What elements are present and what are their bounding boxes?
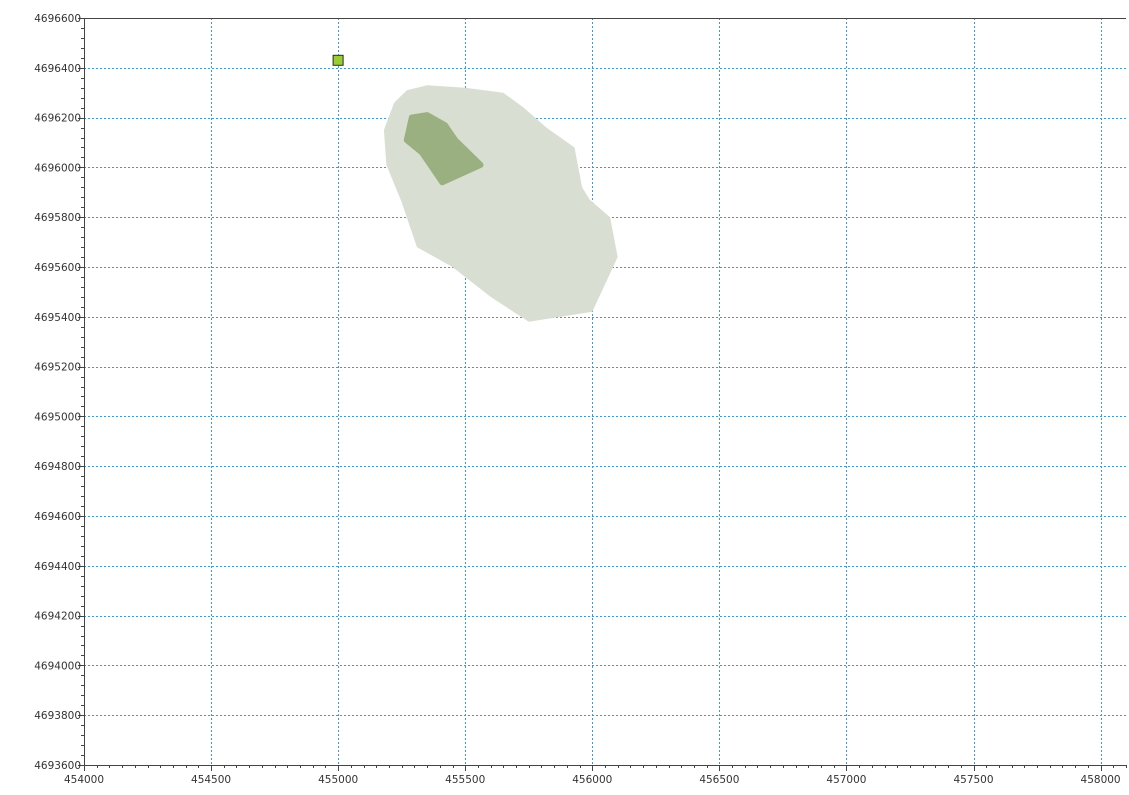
axis-layer [78, 18, 1127, 771]
y-tick-label: 4696200 [34, 113, 81, 125]
x-tick-label: 455500 [445, 774, 485, 786]
x-tick-label: 455000 [318, 774, 358, 786]
x-tick-label: 454500 [191, 774, 231, 786]
x-tick-label: 457500 [953, 774, 993, 786]
point-marker[interactable] [332, 54, 344, 66]
y-tick-label: 4695000 [34, 411, 81, 423]
x-axis-labels: 454000 454500 455000 455500 456000 456500 4570… [64, 774, 1121, 786]
y-tick-label: 4694800 [34, 461, 81, 473]
y-tick-label: 4695400 [34, 312, 81, 324]
y-tick-label: 4695600 [34, 262, 81, 274]
y-tick-label: 4694600 [34, 511, 81, 523]
y-tick-label: 4696400 [34, 63, 81, 75]
y-tick-label: 4696600 [34, 13, 81, 25]
inner-zone-polygon[interactable] [403, 112, 484, 186]
x-tick-label: 454000 [64, 774, 104, 786]
y-tick-label: 4695800 [34, 212, 81, 224]
grid-layer [84, 18, 1126, 765]
x-tick-label: 456000 [572, 774, 612, 786]
y-tick-label: 4694000 [34, 660, 81, 672]
x-tick-label: 456500 [699, 774, 739, 786]
y-tick-label: 4693800 [34, 710, 81, 722]
y-tick-label: 4693600 [34, 760, 81, 772]
y-tick-label: 4694200 [34, 611, 81, 623]
zone-layer [383, 85, 618, 322]
x-tick-label: 458000 [1081, 774, 1121, 786]
y-tick-label: 4695200 [34, 362, 81, 374]
y-tick-label: 4694400 [34, 561, 81, 573]
y-tick-label: 4696000 [34, 162, 81, 174]
x-tick-label: 457000 [826, 774, 866, 786]
y-axis-labels: 4693600 4693800 4694000 4694200 4694400 46946… [34, 13, 81, 772]
